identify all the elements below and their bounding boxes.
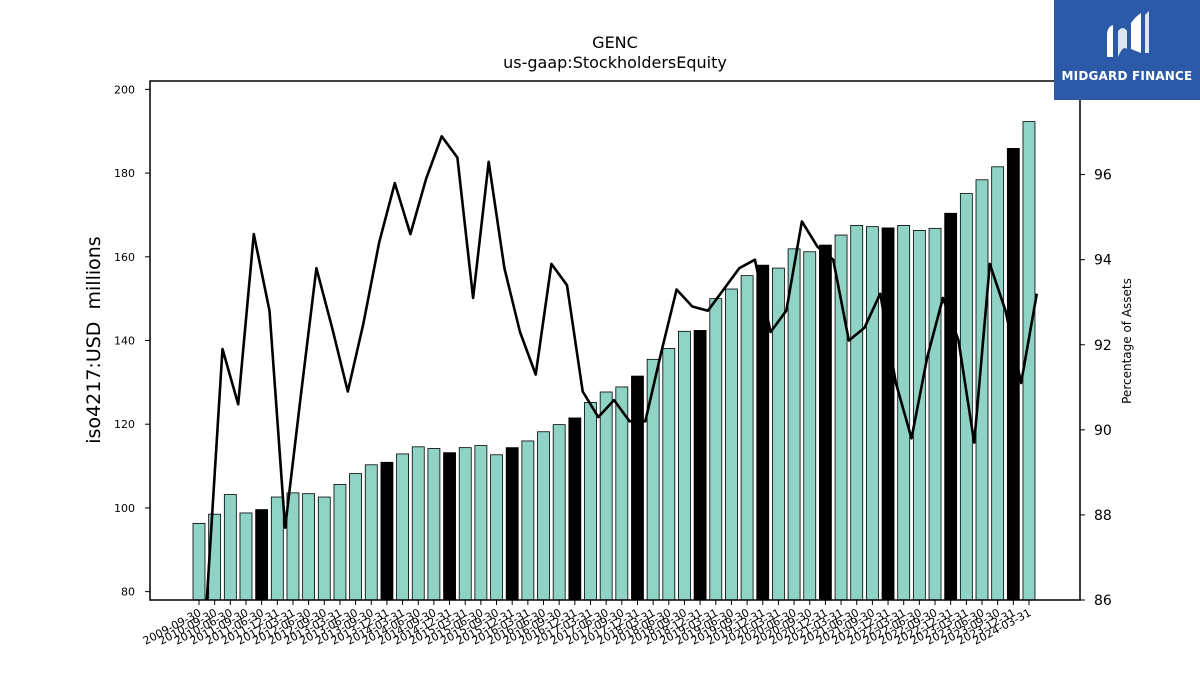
right-tick-label: 86: [1094, 593, 1112, 609]
bar: [725, 288, 738, 601]
left-axis: 80 100 120 140 160 180 200: [114, 83, 150, 599]
x-axis: 2009-09-302010-09-302010-06-302011-09-30…: [141, 600, 1033, 648]
bar: [286, 492, 300, 601]
bar: [709, 298, 723, 601]
bar: [521, 440, 535, 601]
midgard-logo-icon: [1107, 11, 1149, 57]
bar: [349, 473, 363, 601]
right-tick-label: 90: [1094, 423, 1112, 439]
bar: [270, 496, 284, 601]
bar: [317, 496, 331, 601]
left-tick-label: 200: [114, 83, 135, 96]
left-tick-label: 80: [121, 586, 135, 599]
bar: [568, 417, 582, 601]
bar: [631, 375, 644, 601]
right-tick-label: 96: [1094, 168, 1112, 184]
bar: [239, 512, 253, 601]
bar: [427, 448, 441, 601]
left-tick-label: 160: [114, 251, 135, 264]
left-tick-label: 120: [114, 418, 135, 431]
left-tick-label: 140: [114, 335, 135, 348]
bar: [584, 402, 597, 601]
y2-axis-label: Percentage of Assets: [1120, 278, 1134, 404]
bar: [411, 446, 425, 601]
bar: [192, 523, 206, 601]
bar: [333, 484, 347, 601]
bar: [865, 226, 879, 601]
bar: [537, 431, 550, 601]
bar: [928, 227, 942, 601]
bar: [396, 453, 409, 601]
bar: [615, 386, 629, 601]
line-series: [205, 135, 1039, 601]
brand-name: MIDGARD FINANCE: [1061, 69, 1193, 83]
bar: [443, 452, 456, 601]
bar: [380, 461, 394, 601]
bar: [599, 391, 613, 601]
chart-subtitle: us-gaap:StockholdersEquity: [503, 53, 727, 72]
bar: [740, 275, 754, 601]
bar: [364, 464, 378, 601]
bar: [803, 251, 817, 601]
bar: [458, 447, 472, 601]
bar-series: [192, 121, 1036, 601]
right-tick-label: 92: [1094, 338, 1112, 354]
bar: [490, 454, 503, 601]
bar: [944, 212, 958, 601]
right-axis: 86 88 90 92 94 96: [1080, 168, 1112, 609]
left-tick-label: 180: [114, 167, 135, 180]
bar: [881, 227, 895, 601]
bar: [1006, 147, 1020, 601]
bar: [678, 330, 691, 601]
brand-logo: MIDGARD FINANCE: [1054, 0, 1200, 100]
bar: [991, 166, 1005, 601]
bar: [474, 445, 488, 601]
bar: [819, 244, 832, 601]
chart-title: GENC: [592, 33, 638, 52]
bar: [552, 424, 566, 601]
bar: [850, 224, 864, 601]
bar: [302, 493, 316, 601]
bar: [646, 358, 660, 601]
bar: [255, 509, 269, 601]
bar: [787, 248, 801, 601]
bar: [834, 234, 848, 601]
series-line: [205, 135, 1039, 601]
y-axis-label: iso4217:USD millions: [83, 236, 105, 443]
bar: [223, 494, 237, 601]
left-tick-label: 100: [114, 502, 135, 515]
bar: [505, 447, 519, 601]
bar: [693, 330, 707, 601]
bar: [662, 348, 676, 601]
right-tick-label: 88: [1094, 508, 1112, 524]
right-tick-label: 94: [1094, 253, 1112, 269]
